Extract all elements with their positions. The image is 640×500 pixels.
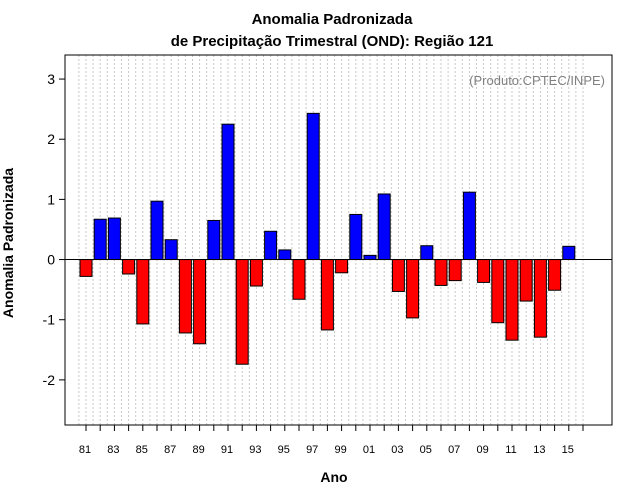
y-tick-label: 2 [47,131,55,147]
bar-1989 [193,259,207,345]
y-axis-ticks: -2 -1 0 1 2 3 [43,71,65,388]
bar-2005 [420,245,434,261]
bar-1992 [235,259,249,365]
bars [79,112,576,365]
x-tick-label: 01 [363,444,375,456]
bar-1984 [122,259,136,275]
bar-1983 [107,217,121,261]
x-tick-label: 05 [420,444,432,456]
bar-2013 [533,259,547,338]
y-axis-label: Anomalia Padronizada [0,168,16,318]
bar-2009 [477,259,491,283]
bar-2004 [406,259,420,319]
y-tick-label: -2 [43,372,56,388]
bar-1995 [278,249,292,261]
bar-1990 [207,219,221,261]
x-tick-label: 99 [334,444,346,456]
y-tick-label: 1 [47,191,55,207]
x-tick-label: 81 [79,444,91,456]
bar-1991 [221,123,235,261]
bar-2010 [491,259,505,324]
bar-2007 [448,259,462,282]
bar-2000 [349,213,363,261]
x-tick-label: 83 [107,444,119,456]
bar-2012 [519,259,533,302]
y-tick-label: -1 [43,312,56,328]
grid-lines [78,55,584,425]
product-annotation: (Produto:CPTEC/INPE) [469,73,605,88]
x-tick-label: 03 [391,444,403,456]
bar-1994 [264,230,278,261]
bar-1996 [292,259,306,300]
bar-1986 [150,200,164,261]
x-tick-label: 97 [306,444,318,456]
bar-1981 [79,259,93,277]
bar-1988 [178,259,192,334]
x-axis-label: Ano [320,469,347,485]
x-tick-label: 91 [221,444,233,456]
x-tick-label: 07 [448,444,460,456]
x-tick-label: 89 [192,444,204,456]
bar-2001 [363,254,377,261]
x-tick-label: 87 [164,444,176,456]
x-tick-label: 15 [562,444,574,456]
x-tick-label: 95 [278,444,290,456]
y-tick-label: 0 [47,252,55,268]
bar-2014 [548,259,562,291]
plot-frame [64,54,613,426]
bar-1997 [306,112,320,261]
x-tick-label: 11 [505,444,516,456]
x-tick-label: 13 [533,444,545,456]
bar-1982 [93,218,107,261]
x-tick-label: 85 [136,444,148,456]
bar-2006 [434,259,448,286]
bar-2011 [505,259,519,341]
bar-2002 [377,193,391,261]
chart-title: Anomalia Padronizada [252,11,414,28]
bar-1999 [335,259,349,274]
bar-1993 [249,259,263,287]
chart-subtitle: de Precipitação Trimestral (OND): Região… [171,33,494,50]
bar-2008 [462,191,476,261]
x-tick-label: 93 [249,444,261,456]
bar-1987 [164,239,178,261]
bar-2015 [562,245,576,261]
x-axis-ticks: 81 83 85 87 89 91 93 95 97 99 01 03 05 07 09 11 13 15 [79,425,584,456]
bar-1985 [136,259,150,325]
x-tick-label: 09 [476,444,488,456]
bar-1998 [320,259,334,331]
y-tick-label: 3 [47,71,55,87]
bar-2003 [391,259,405,292]
